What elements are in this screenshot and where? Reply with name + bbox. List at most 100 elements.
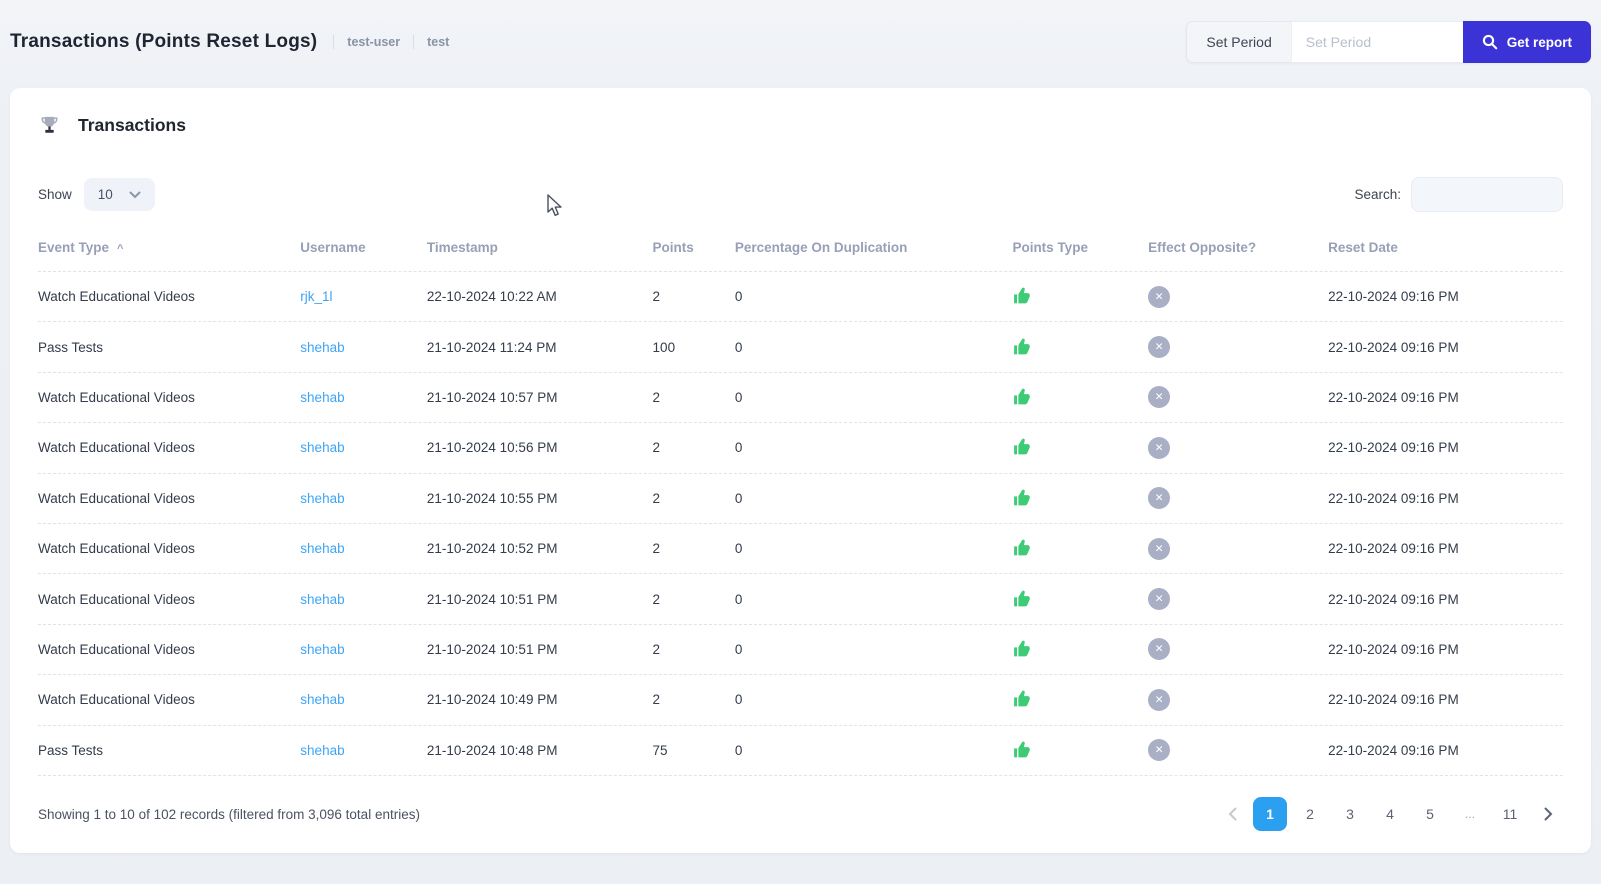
cell-timestamp: 21-10-2024 10:56 PM — [426, 440, 558, 456]
cell-percentage-on-duplication: 0 — [734, 389, 743, 405]
pagination-ellipsis: ... — [1464, 807, 1475, 822]
table-row: Watch Educational Videos shehab 21-10-20… — [38, 371, 1563, 422]
column-header-username[interactable]: Username — [300, 240, 366, 255]
x-circle-icon: ✕ — [1148, 537, 1171, 560]
cell-event-type: Watch Educational Videos — [38, 389, 195, 405]
cell-points: 2 — [652, 289, 661, 305]
username-link[interactable]: rjk_1l — [300, 289, 333, 305]
cell-effect-opposite: ✕ — [1148, 688, 1328, 711]
username-link[interactable]: shehab — [300, 541, 345, 557]
previous-page-button[interactable] — [1217, 797, 1247, 831]
x-circle-icon: ✕ — [1148, 688, 1171, 711]
username-link[interactable]: shehab — [300, 440, 345, 456]
cell-effect-opposite: ✕ — [1148, 487, 1328, 510]
pagination-page-1[interactable]: 1 — [1253, 797, 1287, 832]
username-link[interactable]: shehab — [300, 692, 345, 708]
breadcrumb-item-test-user[interactable]: test-user — [333, 35, 413, 49]
username-link[interactable]: shehab — [300, 641, 345, 657]
cell-username: shehab — [300, 541, 427, 556]
cell-reset-date: 22-10-2024 09:16 PM — [1328, 440, 1459, 456]
cell-effect-opposite: ✕ — [1148, 386, 1328, 409]
cell-points: 2 — [652, 490, 661, 506]
cell-percentage-on-duplication: 0 — [734, 641, 743, 657]
column-header-reset-date[interactable]: Reset Date — [1328, 240, 1398, 255]
page-title: Transactions (Points Reset Logs) — [10, 31, 318, 52]
search-input[interactable] — [1411, 177, 1563, 212]
cell-reset-date: 22-10-2024 09:16 PM — [1328, 692, 1459, 708]
cell-username: rjk_1l — [300, 289, 427, 304]
page-size-select[interactable]: 10 — [83, 178, 155, 211]
cell-percentage-on-duplication: 0 — [734, 339, 743, 355]
cell-points-type — [1012, 740, 1148, 761]
column-header-event-type[interactable]: Event Type ^ — [38, 240, 124, 255]
cell-points: 2 — [652, 541, 661, 557]
cell-username: shehab — [300, 743, 427, 758]
cell-event-type: Watch Educational Videos — [38, 289, 195, 305]
pagination-page-5[interactable]: 5 — [1426, 806, 1434, 823]
card-title: Transactions — [78, 115, 186, 135]
cell-points-type — [1012, 387, 1148, 408]
username-link[interactable]: shehab — [300, 742, 345, 758]
cell-percentage-on-duplication: 0 — [734, 692, 743, 708]
cell-points: 75 — [652, 742, 668, 758]
table-body: Watch Educational Videos rjk_1l 22-10-20… — [38, 271, 1563, 775]
cell-reset-date: 22-10-2024 09:16 PM — [1328, 541, 1459, 557]
cell-points-type — [1012, 286, 1148, 307]
set-period-input[interactable] — [1290, 21, 1463, 63]
cell-username: shehab — [300, 642, 427, 657]
username-link[interactable]: shehab — [300, 591, 345, 607]
chevron-down-icon — [129, 191, 141, 199]
cell-timestamp: 21-10-2024 10:51 PM — [426, 641, 558, 657]
cell-timestamp: 21-10-2024 10:48 PM — [426, 742, 558, 758]
get-report-label: Get report — [1506, 34, 1572, 50]
pagination-page-11[interactable]: 11 — [1502, 806, 1518, 823]
x-circle-icon: ✕ — [1148, 588, 1171, 611]
cell-event-type: Watch Educational Videos — [38, 641, 195, 657]
username-link[interactable]: shehab — [300, 339, 345, 355]
cell-timestamp: 22-10-2024 10:22 AM — [426, 289, 557, 305]
username-link[interactable]: shehab — [300, 389, 345, 405]
thumbs-up-icon — [1012, 589, 1148, 610]
cell-points-type — [1012, 639, 1148, 660]
page-size-value: 10 — [97, 187, 113, 202]
cell-reset-date: 22-10-2024 09:16 PM — [1328, 591, 1459, 607]
cell-username: shehab — [300, 340, 427, 355]
cell-timestamp: 21-10-2024 10:55 PM — [426, 490, 558, 506]
cell-event-type: Watch Educational Videos — [38, 541, 195, 557]
table-footer: Showing 1 to 10 of 102 records (filtered… — [38, 774, 1563, 837]
pagination-page-4[interactable]: 4 — [1386, 806, 1394, 823]
username-link[interactable]: shehab — [300, 490, 345, 506]
column-header-effect-opposite[interactable]: Effect Opposite? — [1148, 240, 1257, 255]
cell-reset-date: 22-10-2024 09:16 PM — [1328, 339, 1459, 355]
search-icon — [1482, 34, 1498, 50]
breadcrumb-item-test[interactable]: test — [413, 35, 462, 49]
get-report-button[interactable]: Get report — [1462, 21, 1591, 63]
cell-percentage-on-duplication: 0 — [734, 541, 743, 557]
cell-effect-opposite: ✕ — [1148, 739, 1328, 762]
thumbs-up-icon — [1012, 337, 1148, 358]
thumbs-up-icon — [1012, 286, 1148, 307]
cell-timestamp: 21-10-2024 10:49 PM — [426, 692, 558, 708]
table-row: Watch Educational Videos shehab 21-10-20… — [38, 674, 1563, 724]
x-circle-icon: ✕ — [1148, 386, 1171, 409]
x-circle-icon: ✕ — [1148, 285, 1171, 308]
table-row: Watch Educational Videos shehab 21-10-20… — [38, 422, 1563, 472]
thumbs-up-icon — [1012, 387, 1148, 408]
column-header-points-type[interactable]: Points Type — [1012, 240, 1088, 255]
table-row: Watch Educational Videos shehab 21-10-20… — [38, 623, 1563, 674]
column-header-percentage-on-duplication[interactable]: Percentage On Duplication — [734, 240, 908, 255]
next-page-button[interactable] — [1533, 797, 1563, 831]
thumbs-up-icon — [1012, 538, 1148, 559]
column-header-timestamp[interactable]: Timestamp — [426, 240, 498, 255]
pagination-page-3[interactable]: 3 — [1346, 806, 1354, 823]
column-header-points[interactable]: Points — [652, 240, 694, 255]
cell-points-type — [1012, 488, 1148, 509]
cell-username: shehab — [300, 440, 427, 455]
search-label: Search: — [1354, 187, 1401, 202]
thumbs-up-icon — [1012, 740, 1148, 761]
table-row: Pass Tests shehab 21-10-2024 11:24 PM 10… — [38, 321, 1563, 371]
show-label: Show — [38, 187, 72, 202]
sort-asc-icon: ^ — [117, 243, 124, 255]
pagination-page-2[interactable]: 2 — [1306, 806, 1314, 823]
thumbs-up-icon — [1012, 488, 1148, 509]
